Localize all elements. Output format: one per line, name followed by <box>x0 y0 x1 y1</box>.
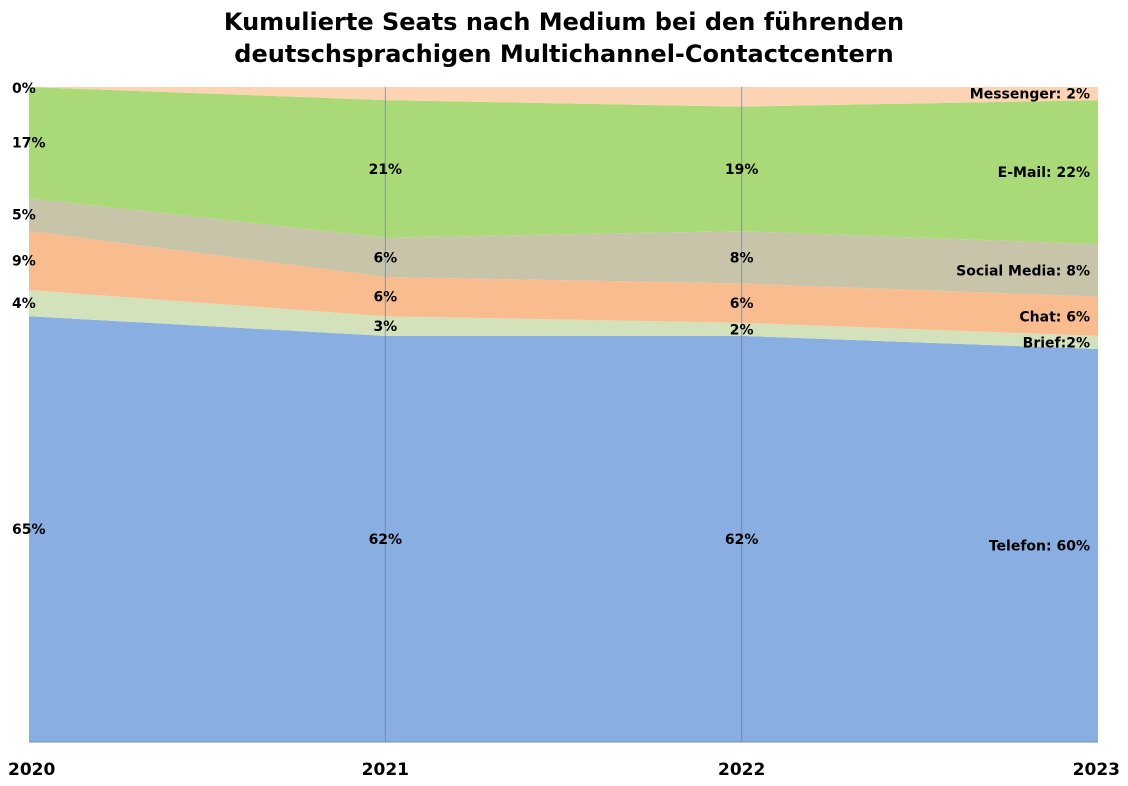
data-label-chat-2021: 6% <box>373 290 397 306</box>
data-label-brief-2023: Brief:2% <box>1023 335 1090 351</box>
data-label-email-2023: E-Mail: 22% <box>998 165 1090 181</box>
area-chat <box>29 231 1098 336</box>
data-label-brief-2021: 3% <box>373 319 397 335</box>
area-brief <box>29 290 1098 349</box>
data-label-chat-2020: 9% <box>12 254 36 270</box>
x-tick-label-2022: 2022 <box>718 760 765 780</box>
data-label-messenger-2020: 0% <box>12 81 36 97</box>
area-telefon <box>29 316 1098 742</box>
chart-title: Kumulierte Seats nach Medium bei den füh… <box>0 6 1128 70</box>
data-label-social-2022: 8% <box>730 250 754 266</box>
data-label-chat-2023: Chat: 6% <box>1019 309 1090 325</box>
data-label-email-2021: 21% <box>369 162 403 178</box>
data-label-email-2022: 19% <box>725 162 759 178</box>
data-label-social-2021: 6% <box>373 250 397 266</box>
data-label-telefon-2022: 62% <box>725 532 759 548</box>
data-label-brief-2022: 2% <box>730 322 754 338</box>
area-email <box>29 87 1098 245</box>
chart-title-line-1: Kumulierte Seats nach Medium bei den füh… <box>223 8 905 36</box>
chart-title-line-2: deutschsprachigen Multichannel-Contactce… <box>234 40 894 68</box>
area-messenger <box>29 87 1098 107</box>
data-label-email-2020: 17% <box>12 136 46 152</box>
data-label-messenger-2023: Messenger: 2% <box>970 87 1090 103</box>
area-social <box>29 198 1098 297</box>
data-label-chat-2022: 6% <box>730 296 754 312</box>
x-tick-label-2021: 2021 <box>362 760 409 780</box>
data-label-telefon-2021: 62% <box>369 532 403 548</box>
x-tick-label-2023: 2023 <box>1073 760 1120 780</box>
data-label-telefon-2020: 65% <box>12 522 46 538</box>
data-label-social-2020: 5% <box>12 208 36 224</box>
data-label-social-2023: Social Media: 8% <box>956 263 1090 279</box>
data-label-telefon-2023: Telefon: 60% <box>989 539 1090 555</box>
x-tick-label-2020: 2020 <box>8 760 55 780</box>
data-label-brief-2020: 4% <box>12 296 36 312</box>
